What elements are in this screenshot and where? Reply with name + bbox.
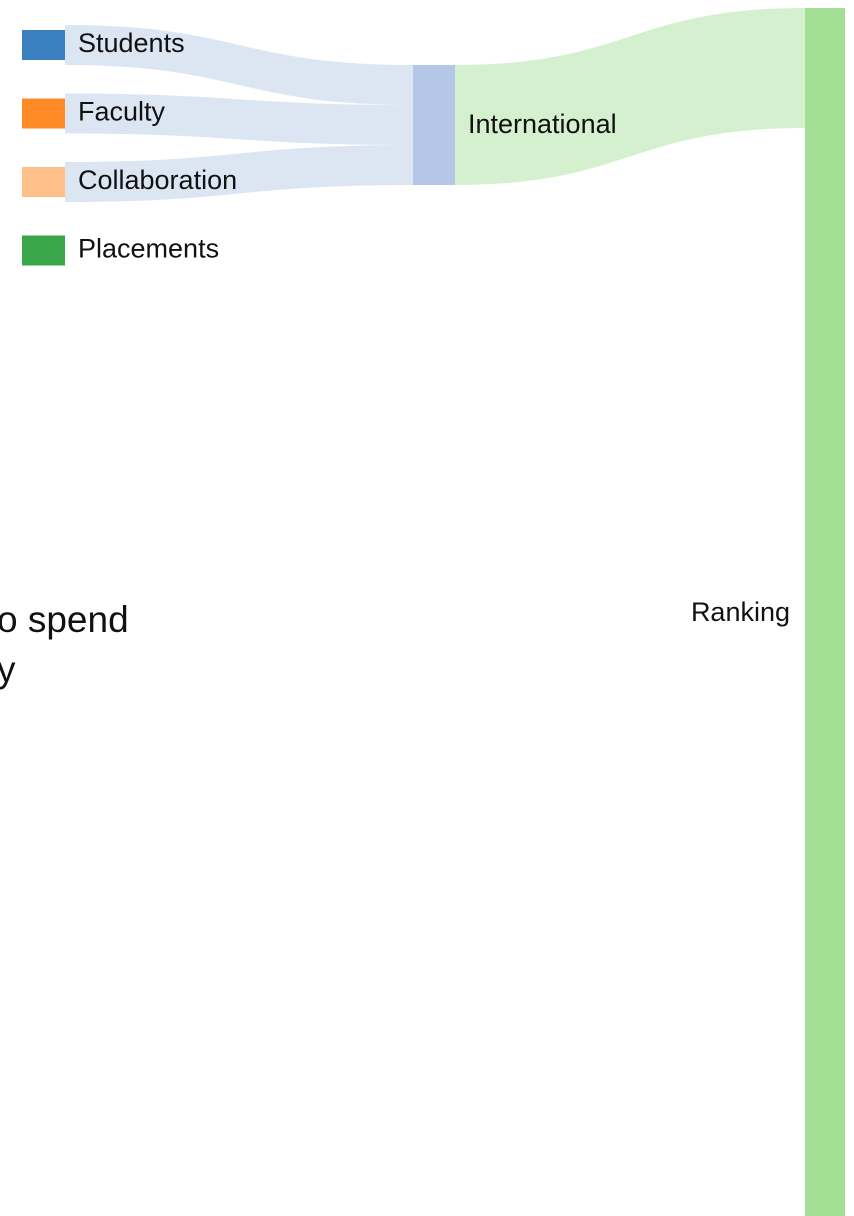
link xyxy=(65,93,413,145)
legend-label: Faculty xyxy=(78,97,166,127)
link xyxy=(65,25,413,105)
node xyxy=(805,8,845,1216)
node xyxy=(413,65,455,185)
annotation: o spend xyxy=(0,599,129,640)
annotation: y xyxy=(0,649,16,690)
node-label: International xyxy=(468,109,617,139)
legend-label: Placements xyxy=(78,234,219,264)
link xyxy=(455,8,805,185)
legend-swatch xyxy=(22,235,65,266)
legend-swatch xyxy=(22,30,65,60)
node-label: Ranking xyxy=(691,597,790,627)
legend-swatch xyxy=(22,98,65,129)
link xyxy=(65,145,413,202)
legend-label: Students xyxy=(78,28,185,58)
legend-swatch xyxy=(22,167,65,197)
legend-label: Collaboration xyxy=(78,165,237,195)
